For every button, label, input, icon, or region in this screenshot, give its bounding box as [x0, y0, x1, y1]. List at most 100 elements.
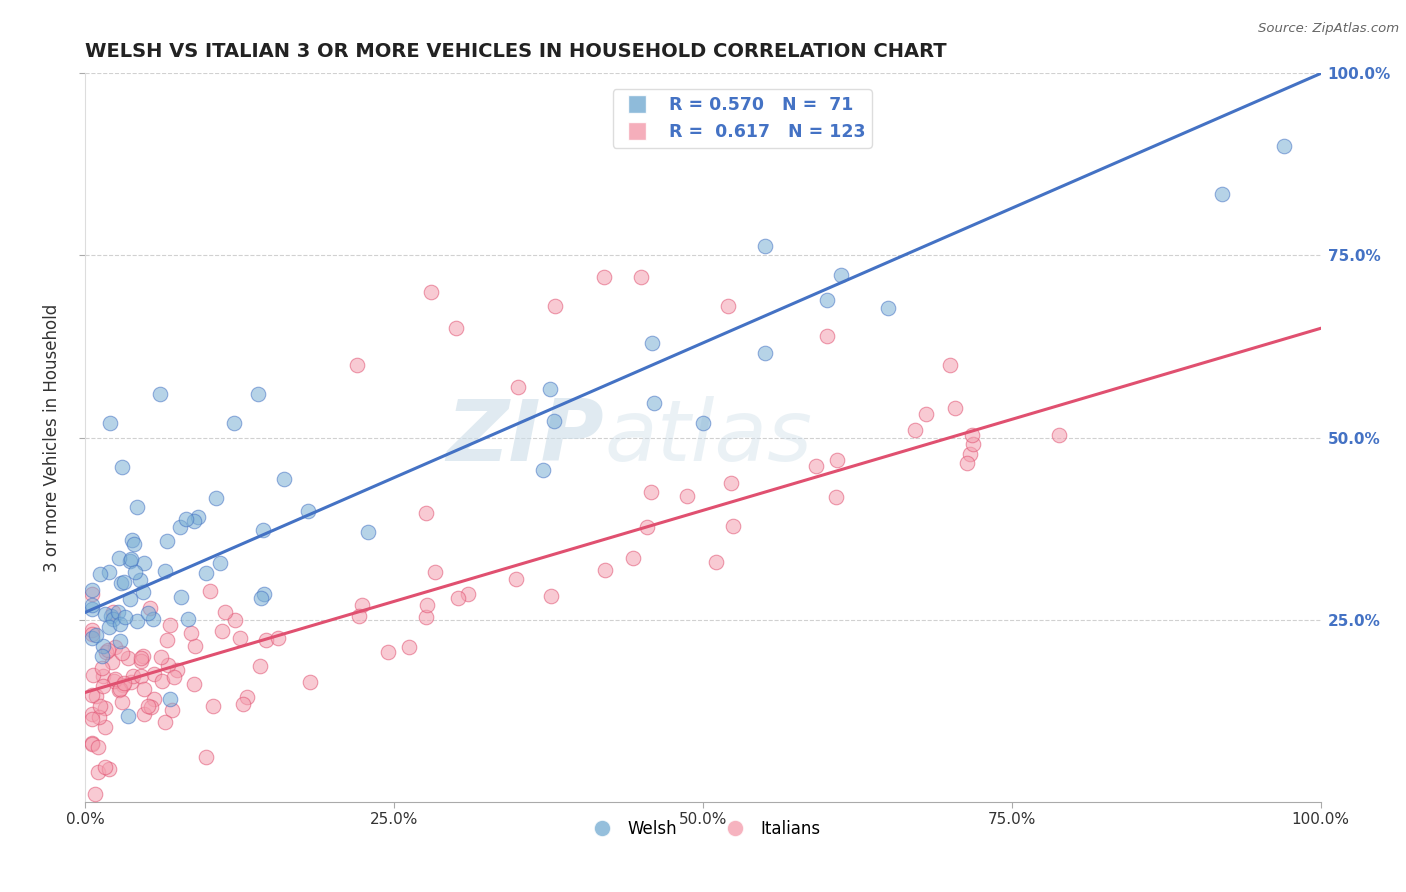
Welsh [118, 554, 141, 568]
Italians [80, 587, 103, 601]
Italians [201, 699, 224, 714]
Italians [134, 681, 156, 696]
Italians [108, 681, 131, 696]
Italians [249, 659, 271, 673]
Welsh [252, 523, 274, 537]
Welsh [98, 620, 121, 634]
Text: Source: ZipAtlas.com: Source: ZipAtlas.com [1258, 22, 1399, 36]
Italians [80, 627, 103, 641]
Italians [593, 270, 616, 285]
Italians [87, 710, 110, 724]
Italians [198, 583, 221, 598]
Italians [621, 550, 644, 565]
Italians [131, 669, 153, 683]
Welsh [273, 472, 295, 486]
Welsh [174, 512, 197, 526]
Italians [229, 632, 252, 646]
Welsh [815, 293, 838, 307]
Welsh [125, 615, 148, 629]
Italians [84, 787, 107, 801]
Welsh [142, 612, 165, 626]
Italians [704, 555, 727, 569]
Welsh [80, 583, 103, 598]
Welsh [132, 585, 155, 599]
Italians [915, 407, 938, 421]
Italians [111, 695, 134, 709]
Italians [214, 605, 236, 619]
Italians [194, 750, 217, 764]
Italians [447, 591, 470, 605]
Welsh [250, 591, 273, 605]
Italians [184, 639, 207, 653]
Welsh [122, 537, 145, 551]
Italians [94, 701, 117, 715]
Welsh [108, 633, 131, 648]
Welsh [120, 591, 142, 606]
Welsh [107, 605, 129, 619]
Italians [377, 645, 399, 659]
Italians [254, 632, 277, 647]
Italians [156, 658, 179, 673]
Italians [80, 688, 103, 702]
Welsh [205, 491, 228, 505]
Italians [457, 587, 479, 601]
Italians [350, 598, 373, 612]
Welsh [121, 533, 143, 548]
Welsh [1272, 138, 1295, 153]
Italians [630, 270, 652, 285]
Italians [80, 736, 103, 750]
Welsh [754, 239, 776, 253]
Italians [721, 518, 744, 533]
Italians [232, 697, 254, 711]
Welsh [538, 382, 561, 396]
Italians [224, 613, 246, 627]
Welsh [357, 524, 380, 539]
Italians [139, 601, 162, 615]
Italians [111, 646, 134, 660]
Italians [121, 669, 143, 683]
Italians [131, 648, 153, 663]
Italians [87, 765, 110, 780]
Italians [82, 667, 104, 681]
Italians [398, 640, 420, 655]
Italians [112, 678, 135, 692]
Welsh [111, 459, 134, 474]
Welsh [177, 612, 200, 626]
Welsh [114, 609, 136, 624]
Welsh [153, 564, 176, 578]
Italians [415, 609, 437, 624]
Welsh [643, 395, 665, 409]
Italians [91, 668, 114, 682]
Welsh [183, 515, 205, 529]
Italians [80, 623, 103, 637]
Welsh [134, 556, 156, 570]
Italians [149, 650, 172, 665]
Italians [112, 676, 135, 690]
Italians [131, 651, 153, 665]
Welsh [195, 566, 218, 581]
Welsh [108, 617, 131, 632]
Italians [506, 379, 529, 393]
Italians [956, 456, 979, 470]
Italians [943, 401, 966, 415]
Welsh [125, 500, 148, 514]
Italians [159, 618, 181, 632]
Italians [717, 300, 740, 314]
Welsh [117, 708, 139, 723]
Welsh [297, 504, 319, 518]
Italians [960, 428, 983, 442]
Welsh [80, 599, 103, 613]
Text: atlas: atlas [605, 396, 813, 479]
Italians [825, 490, 848, 504]
Welsh [754, 346, 776, 360]
Welsh [138, 606, 160, 620]
Italians [959, 447, 981, 461]
Italians [266, 632, 288, 646]
Italians [120, 675, 142, 690]
Welsh [209, 557, 232, 571]
Italians [636, 520, 658, 534]
Welsh [110, 576, 132, 591]
Welsh [692, 417, 714, 431]
Text: WELSH VS ITALIAN 3 OR MORE VEHICLES IN HOUSEHOLD CORRELATION CHART: WELSH VS ITALIAN 3 OR MORE VEHICLES IN H… [86, 42, 948, 61]
Welsh [169, 519, 191, 533]
